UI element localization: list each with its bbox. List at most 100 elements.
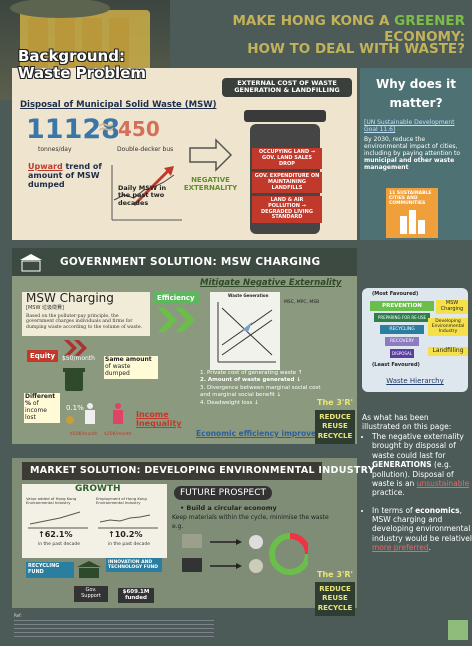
- growth-value: ↑62.1%: [38, 530, 72, 539]
- sdg-icon: 11 SUSTAINABLE CITIES AND COMMUNITIES: [386, 188, 438, 238]
- chart-caption: Daily MSW in the past two decades: [118, 185, 173, 207]
- r-item: RECYCLE: [315, 604, 355, 613]
- references-lines: [14, 620, 214, 640]
- arrow: [188, 138, 233, 173]
- text-bold: GENERATIONS: [372, 460, 432, 469]
- level: RECYCLING: [380, 325, 424, 334]
- msw-charging-sub: [MSW 垃圾徵費]: [26, 306, 64, 312]
- text: In terms of: [372, 506, 415, 515]
- poster: MAKE HONG KONG A GREENER ECONOMY: HOW TO…: [0, 0, 472, 646]
- references-label: Ref:: [14, 614, 22, 619]
- principle: Based on the polluter-pay principle, the…: [26, 314, 146, 330]
- keep-materials: Keep materials within the cycle, minimis…: [172, 515, 352, 522]
- negative-externality: NEGATIVE EXTERNALITY: [183, 176, 238, 192]
- bus-value: 450: [118, 118, 160, 141]
- income-high: $50K/month: [70, 432, 98, 437]
- text: practice.: [372, 488, 405, 497]
- text-highlight: unsustainable: [417, 479, 470, 488]
- gov-icon: [18, 252, 44, 274]
- level: DISPOSAL: [390, 349, 414, 358]
- circular-diagram: [178, 528, 308, 580]
- r-item: REDUCE: [315, 585, 355, 594]
- income-low: $20K/month: [104, 432, 132, 437]
- r-item: RECYCLE: [315, 432, 355, 441]
- callout: MSW Charging: [436, 300, 468, 314]
- bus-label: Double-decker bus: [117, 147, 173, 154]
- level: PREVENTION: [370, 301, 434, 311]
- summary-list: The negative externality brought by disp…: [356, 432, 472, 553]
- people-icons: [60, 398, 130, 434]
- r-item: REDUCE: [315, 413, 355, 422]
- text-bold: economics: [415, 506, 459, 515]
- same-amount-rest: of waste dumped: [105, 363, 130, 377]
- least-favoured: (Least Favoured): [372, 363, 420, 369]
- point: 3. Divergence between marginal social co…: [200, 385, 325, 400]
- background-title: Background: Waste Problem: [18, 48, 168, 83]
- r-item: REUSE: [315, 594, 355, 603]
- funded: $609.1M funded: [118, 588, 154, 603]
- same-amount: Same amount of waste dumped: [104, 356, 158, 379]
- bin-item: OCCUPYING LAND → GOV. LAND SALES DROP: [252, 148, 322, 169]
- sdg-buildings: [398, 208, 426, 234]
- why-text-part: By 2030, reduce the environmental impact…: [364, 136, 460, 157]
- recycling-fund: RECYCLING FUND: [26, 562, 74, 578]
- point: 4. Deadweight loss ↓: [200, 400, 325, 407]
- text: The negative externality brought by disp…: [372, 432, 464, 460]
- growth-charts: [26, 506, 162, 530]
- msw-heading: Disposal of Municipal Solid Waste (MSW): [20, 101, 216, 111]
- income-inequality: Income Inequality: [136, 410, 186, 428]
- text: .: [429, 543, 431, 552]
- bin-item: GOV. EXPENDITURE ON MAINTAINING LANDFILL…: [252, 172, 322, 193]
- graph-title: Waste Generation: [228, 294, 268, 299]
- text-highlight: more preferred: [372, 543, 429, 552]
- sdg-label: 11 SUSTAINABLE CITIES AND COMMUNITIES: [389, 191, 435, 207]
- hierarchy-caption: Waste Hierarchy: [362, 377, 468, 385]
- why-title: Why does it matter?: [360, 75, 472, 113]
- growth-title: GROWTH: [75, 484, 121, 494]
- equity-label: Equity: [27, 350, 58, 362]
- summary-item: The negative externality brought by disp…: [372, 432, 472, 498]
- most-favoured: (Most Favoured): [372, 292, 418, 298]
- circular: • Build a circular economy: [180, 505, 277, 512]
- summary-intro: As what has been illustrated on this pag…: [362, 414, 468, 431]
- efficiency-label: Efficiency: [153, 292, 199, 304]
- title-highlight: GREENER: [394, 13, 465, 29]
- points-list: 1. Private cost of generating waste ↑ 2.…: [200, 370, 325, 407]
- callout: Landfilling: [428, 347, 468, 356]
- why-text: By 2030, reduce the environmental impact…: [364, 137, 468, 171]
- why-source: [UN Sustainable Development Goal 11.6]: [364, 120, 468, 134]
- level: PREPARING FOR RE-USE: [374, 313, 430, 322]
- growth-note: in the past decade: [108, 542, 150, 547]
- efficiency-improves: Economic efficiency improves: [196, 430, 321, 439]
- different-pct: Different % of income lost: [24, 393, 60, 423]
- summary-item: In terms of economics, MSW charging and …: [372, 506, 472, 553]
- price: $50/month: [62, 356, 95, 363]
- three-r-title: The 3'R': [317, 570, 353, 579]
- gov-building: [76, 560, 102, 580]
- innovation-fund: INNOVATION AND TECHNOLOGY FUND: [106, 558, 162, 572]
- external-cost: EXTERNAL COST OF WASTE GENERATION & LAND…: [222, 78, 352, 97]
- bin-item: LAND & AIR POLLUTION → DEGRADED LIVING S…: [252, 196, 322, 223]
- market-title: MARKET SOLUTION: DEVELOPING ENVIRONMENTA…: [30, 465, 375, 476]
- level: RECOVERY: [385, 337, 419, 346]
- three-r-title: The 3'R': [317, 398, 353, 407]
- chart-caption: Value added of Hong Kong Environmental I…: [26, 497, 90, 506]
- title-part: MAKE HONG KONG A: [232, 13, 394, 29]
- future-title: FUTURE PROSPECT: [174, 486, 272, 500]
- why-text-bold: municipal and other waste management: [364, 157, 454, 171]
- msw-charging-title: MSW Charging: [26, 292, 114, 306]
- point: 2. Amount of waste generated ↓: [200, 377, 325, 384]
- gov-support: Gov. Support: [74, 586, 108, 602]
- government-title: GOVERNMENT SOLUTION: MSW CHARGING: [60, 256, 320, 268]
- trend-highlight: Upward: [28, 162, 63, 171]
- msw-unit: tonnes/day: [38, 147, 72, 154]
- chevrons: [155, 306, 200, 334]
- logo: [448, 620, 468, 640]
- graph-notes: MSC, MPC, MSB: [284, 300, 354, 305]
- title-line-2: HOW TO DEAL WITH WASTE?: [170, 42, 465, 58]
- bin-icon: [62, 366, 86, 392]
- r-item: REUSE: [315, 422, 355, 431]
- externality-graph: [212, 300, 278, 368]
